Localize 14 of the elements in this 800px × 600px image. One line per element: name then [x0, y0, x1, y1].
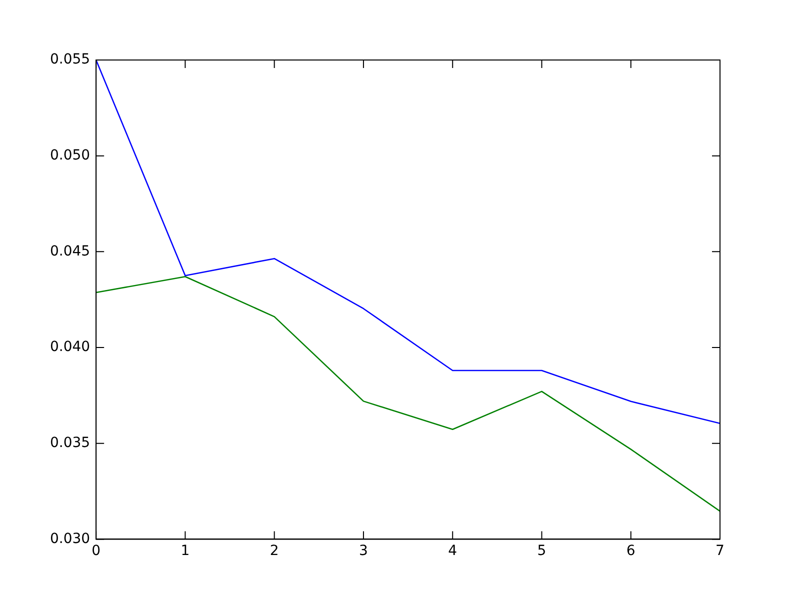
x-tick-label: 7: [716, 543, 724, 560]
y-tick-label: 0.030: [50, 530, 90, 547]
x-tick-label: 1: [180, 543, 190, 560]
x-tick-label: 5: [537, 543, 546, 560]
x-tick-label: 6: [626, 543, 636, 560]
y-tick-label: 0.045: [50, 243, 90, 260]
x-tick-label: 3: [359, 543, 368, 560]
x-tick-label: 2: [270, 543, 279, 560]
y-tick-label: 0.050: [50, 147, 90, 164]
y-tick-label: 0.055: [50, 52, 90, 68]
y-tick-label: 0.040: [50, 339, 90, 356]
x-tick-label: 0: [92, 543, 101, 560]
x-tick-label: 4: [448, 543, 458, 560]
y-tick-label: 0.035: [50, 435, 90, 451]
